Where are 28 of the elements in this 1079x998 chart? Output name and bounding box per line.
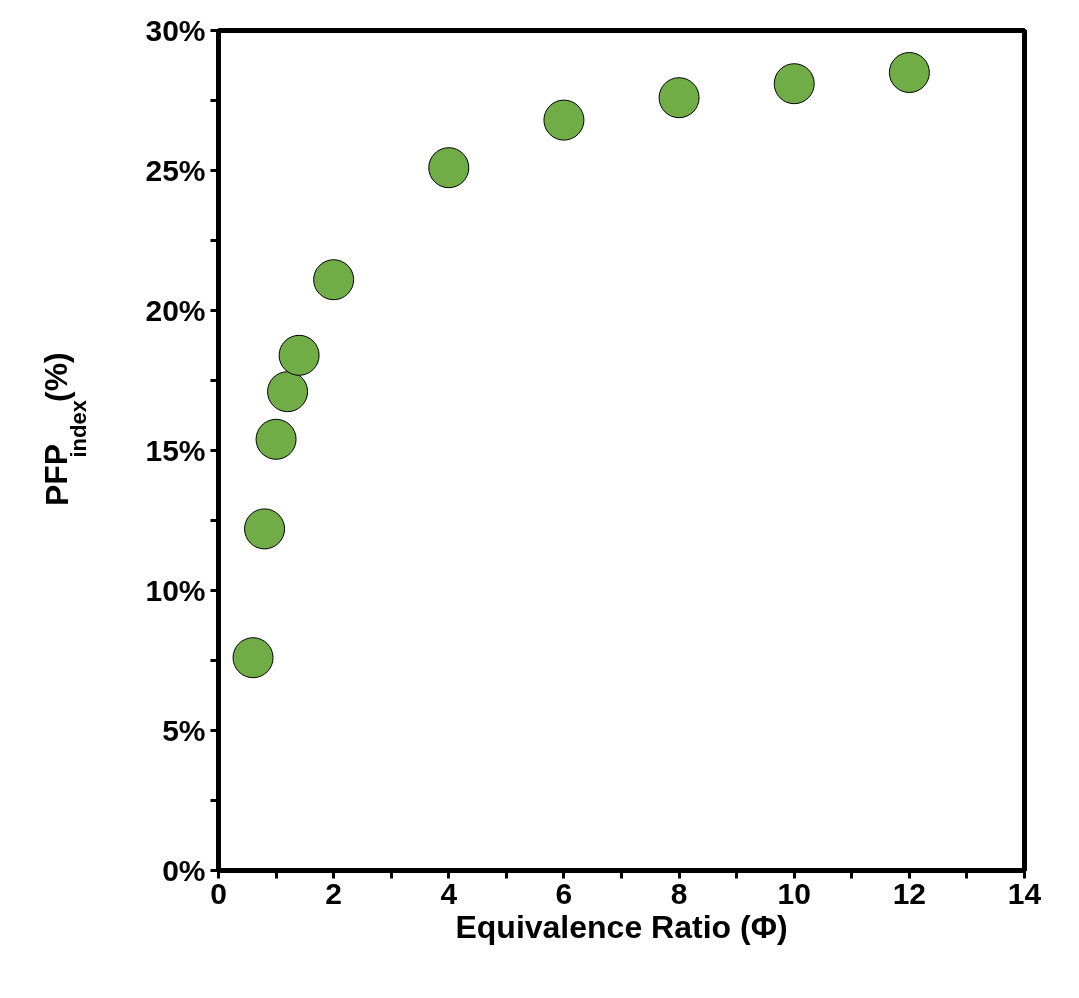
point <box>313 259 355 301</box>
y-tick-label: 5% <box>162 714 206 747</box>
point <box>255 418 297 460</box>
point <box>244 508 286 550</box>
point <box>267 371 309 413</box>
x-tick-label: 4 <box>440 876 458 910</box>
x-tick-label: 10 <box>777 876 811 910</box>
x-tick-label: 2 <box>325 876 342 910</box>
y-tick-label: 20% <box>145 294 206 327</box>
y-tick-label: 0% <box>162 854 206 887</box>
point <box>658 77 700 119</box>
x-tick-label: 8 <box>670 876 688 910</box>
y-tick-label: 30% <box>145 14 206 47</box>
point <box>428 147 470 189</box>
x-tick-label: 12 <box>892 876 927 910</box>
point <box>278 334 320 376</box>
x-tick-label: 14 <box>1007 876 1042 910</box>
y-axis-title: PFPindex (%) <box>38 352 91 507</box>
x-tick-label: 6 <box>555 876 573 910</box>
point <box>888 52 930 93</box>
y-tick-label: 15% <box>145 434 206 467</box>
y-tick-label: 10% <box>145 574 206 607</box>
x-axis-title: Equivalence Ratio (Φ) <box>455 908 788 945</box>
point <box>543 99 585 141</box>
y-tick-label: 25% <box>145 154 206 187</box>
point <box>232 637 274 679</box>
x-tick-label: 0 <box>210 876 227 910</box>
point <box>773 63 815 105</box>
